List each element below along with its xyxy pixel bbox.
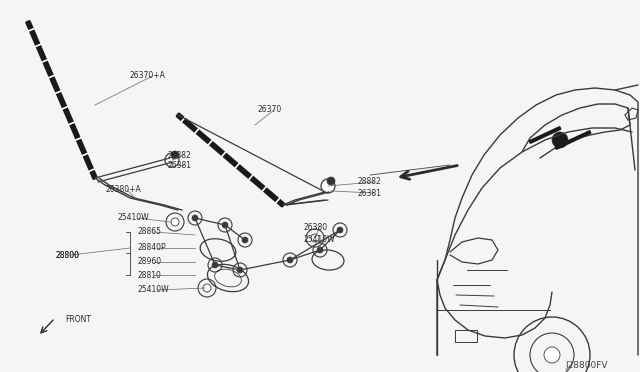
Text: 25410W: 25410W [138,285,170,295]
Text: 28840P: 28840P [138,244,166,253]
Circle shape [317,247,323,253]
Circle shape [203,284,211,292]
Text: 28882: 28882 [167,151,191,160]
Circle shape [222,222,228,228]
Circle shape [171,151,179,159]
Bar [455,330,477,342]
Text: 28865: 28865 [138,228,162,237]
Text: 25410W: 25410W [303,235,335,244]
Text: 28800: 28800 [55,250,79,260]
Circle shape [171,218,179,226]
Text: 25410W: 25410W [118,214,150,222]
Circle shape [165,153,179,167]
Circle shape [544,347,560,363]
Circle shape [321,179,335,193]
Text: 28800: 28800 [55,250,79,260]
Text: 26370+A: 26370+A [130,71,166,80]
Circle shape [311,234,319,242]
Circle shape [327,177,335,185]
Circle shape [242,237,248,243]
Text: FRONT: FRONT [65,315,91,324]
Circle shape [337,227,343,233]
Circle shape [192,215,198,221]
Text: J28800FV: J28800FV [565,360,607,369]
Text: 26381: 26381 [167,160,191,170]
Text: 26380: 26380 [303,224,327,232]
Text: 28810: 28810 [138,270,162,279]
Circle shape [552,132,568,148]
Circle shape [237,267,243,273]
Text: 26381: 26381 [358,189,382,198]
Text: 26370: 26370 [258,106,282,115]
Circle shape [287,257,293,263]
Circle shape [212,262,218,268]
Text: 28960: 28960 [138,257,162,266]
Text: 28882: 28882 [358,177,381,186]
Text: 26380+A: 26380+A [105,186,141,195]
